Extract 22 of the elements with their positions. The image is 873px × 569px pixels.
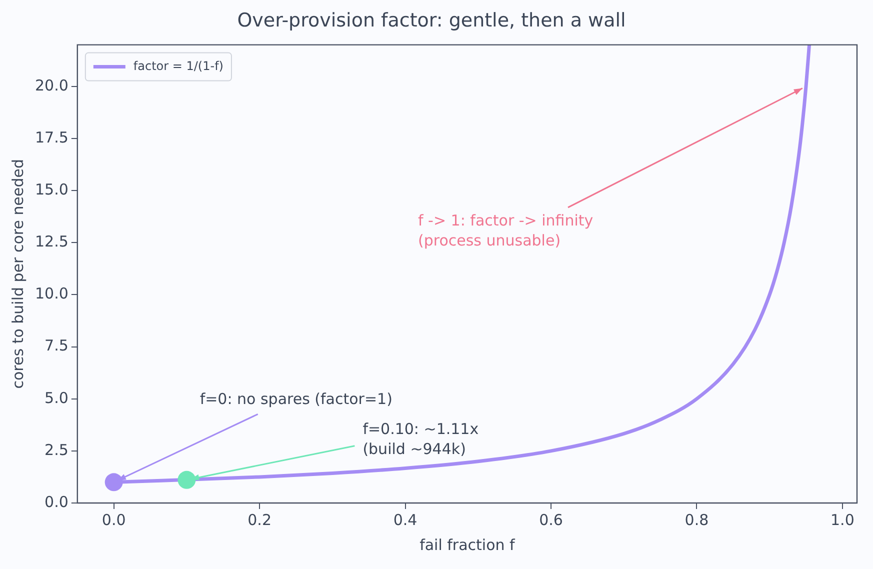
x-tick-label: 0.4 — [393, 510, 418, 529]
y-tick-label: 20.0 — [34, 76, 68, 94]
y-tick-label: 10.0 — [34, 284, 68, 303]
y-tick-label: 17.5 — [34, 128, 68, 146]
x-tick-label: 0.8 — [684, 510, 709, 529]
y-tick-label: 12.5 — [34, 232, 68, 251]
y-axis-title: cores to build per core needed — [8, 159, 27, 389]
y-tick-label: 15.0 — [34, 180, 68, 198]
x-tick-label: 0.2 — [248, 510, 272, 529]
legend-label: factor = 1/(1-f) — [133, 58, 224, 73]
y-tick-label: 0.0 — [44, 492, 68, 511]
chart-title: Over-provision factor: gentle, then a wall — [237, 9, 626, 32]
x-tick-label: 0.0 — [102, 510, 126, 529]
x-axis-title: fail fraction f — [420, 536, 516, 554]
annotation: f -> 1: factor -> infinity (process unusable) — [418, 211, 594, 250]
y-tick-label: 7.5 — [44, 336, 68, 355]
y-tick-label: 5.0 — [44, 388, 68, 407]
x-tick-label: 1.0 — [830, 510, 854, 529]
x-tick-label: 0.6 — [539, 510, 563, 529]
y-tick-label: 2.5 — [44, 440, 68, 459]
annotation: f=0.10: ~1.11x (build ~944k) — [362, 420, 479, 458]
annotation: f=0: no spares (factor=1) — [200, 390, 392, 408]
